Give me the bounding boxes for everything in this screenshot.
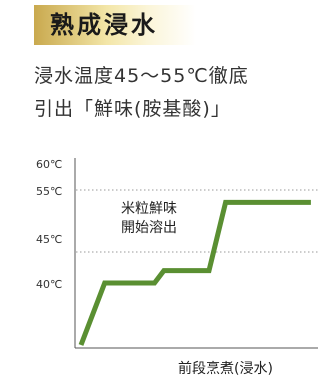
temperature-series-line: [78, 199, 311, 346]
description-line-2: 引出「鮮味(胺基酸)」: [34, 98, 231, 120]
y-tick-label-60: 60℃: [36, 158, 62, 171]
grid-layer: [76, 189, 318, 253]
y-tick-label-45: 45℃: [36, 233, 62, 246]
annotation-line-2: 開始溶出: [121, 220, 177, 236]
page-title: 熟成浸水: [50, 11, 158, 39]
title-banner: [34, 5, 196, 45]
x-axis-label: 前段烹煮(浸水): [178, 360, 273, 377]
y-tick-label-55: 55℃: [36, 185, 62, 198]
description-line-1: 浸水温度45〜55℃徹底: [34, 65, 249, 87]
y-tick-label-40: 40℃: [36, 278, 62, 291]
annotation-line-1: 米粒鮮味: [121, 201, 177, 217]
